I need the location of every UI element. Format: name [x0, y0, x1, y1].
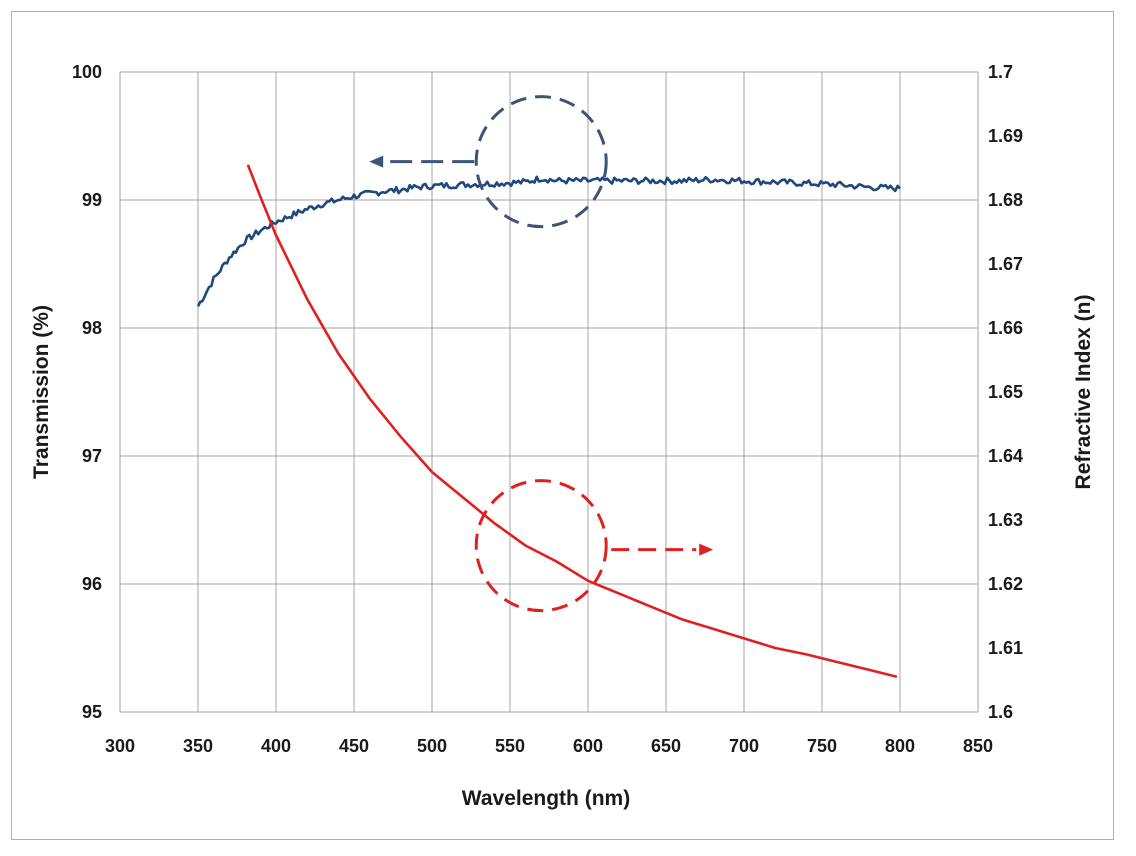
y-tick-label: 100: [72, 62, 102, 82]
y-tick-label: 97: [82, 446, 102, 466]
x-tick-label: 300: [105, 736, 135, 756]
x-tick-label: 500: [417, 736, 447, 756]
y2-tick-label: 1.66: [988, 318, 1023, 338]
y-axis-left-ticks: 95 96 97 98 99 100: [72, 62, 102, 722]
chart-frame: [11, 11, 1114, 840]
x-tick-label: 550: [495, 736, 525, 756]
x-tick-label: 350: [183, 736, 213, 756]
y-tick-label: 99: [82, 190, 102, 210]
x-tick-label: 800: [885, 736, 915, 756]
refractive-marker-circle: [474, 479, 608, 613]
y-tick-label: 98: [82, 318, 102, 338]
y-axis-left-title: Transmission (%): [30, 305, 53, 479]
x-tick-label: 450: [339, 736, 369, 756]
y-axis-right-ticks: 1.6 1.61 1.62 1.63 1.64 1.65 1.66 1.67 1.68 1.69 1…: [988, 62, 1023, 722]
y-tick-label: 96: [82, 574, 102, 594]
x-tick-label: 750: [807, 736, 837, 756]
y2-tick-label: 1.68: [988, 190, 1023, 210]
transmission-series-line: [196, 175, 901, 307]
transmission-marker-circle: [474, 95, 608, 229]
y2-tick-label: 1.62: [988, 574, 1023, 594]
x-tick-label: 600: [573, 736, 603, 756]
y2-tick-label: 1.64: [988, 446, 1023, 466]
x-tick-label: 700: [729, 736, 759, 756]
series-lines: [196, 164, 901, 679]
y2-tick-label: 1.67: [988, 254, 1023, 274]
y2-tick-label: 1.63: [988, 510, 1023, 530]
y-tick-label: 95: [82, 702, 102, 722]
x-tick-label: 650: [651, 736, 681, 756]
x-axis-title: Wavelength (nm): [462, 787, 630, 810]
right-arrow-head: [699, 543, 714, 556]
left-arrow-head: [369, 155, 384, 168]
y2-tick-label: 1.7: [988, 62, 1013, 82]
annotations: [369, 95, 714, 613]
refractive-index-series-line: [246, 164, 898, 679]
x-axis-ticks: 300 350 400 450 500 550 600 650 700 750 800 850: [105, 736, 993, 756]
y2-tick-label: 1.69: [988, 126, 1023, 146]
x-tick-label: 850: [963, 736, 993, 756]
y-axis-right-title: Refractive Index (n): [1072, 295, 1095, 490]
y2-tick-label: 1.6: [988, 702, 1013, 722]
x-tick-label: 400: [261, 736, 291, 756]
y2-tick-label: 1.65: [988, 382, 1023, 402]
y2-tick-label: 1.61: [988, 638, 1023, 658]
